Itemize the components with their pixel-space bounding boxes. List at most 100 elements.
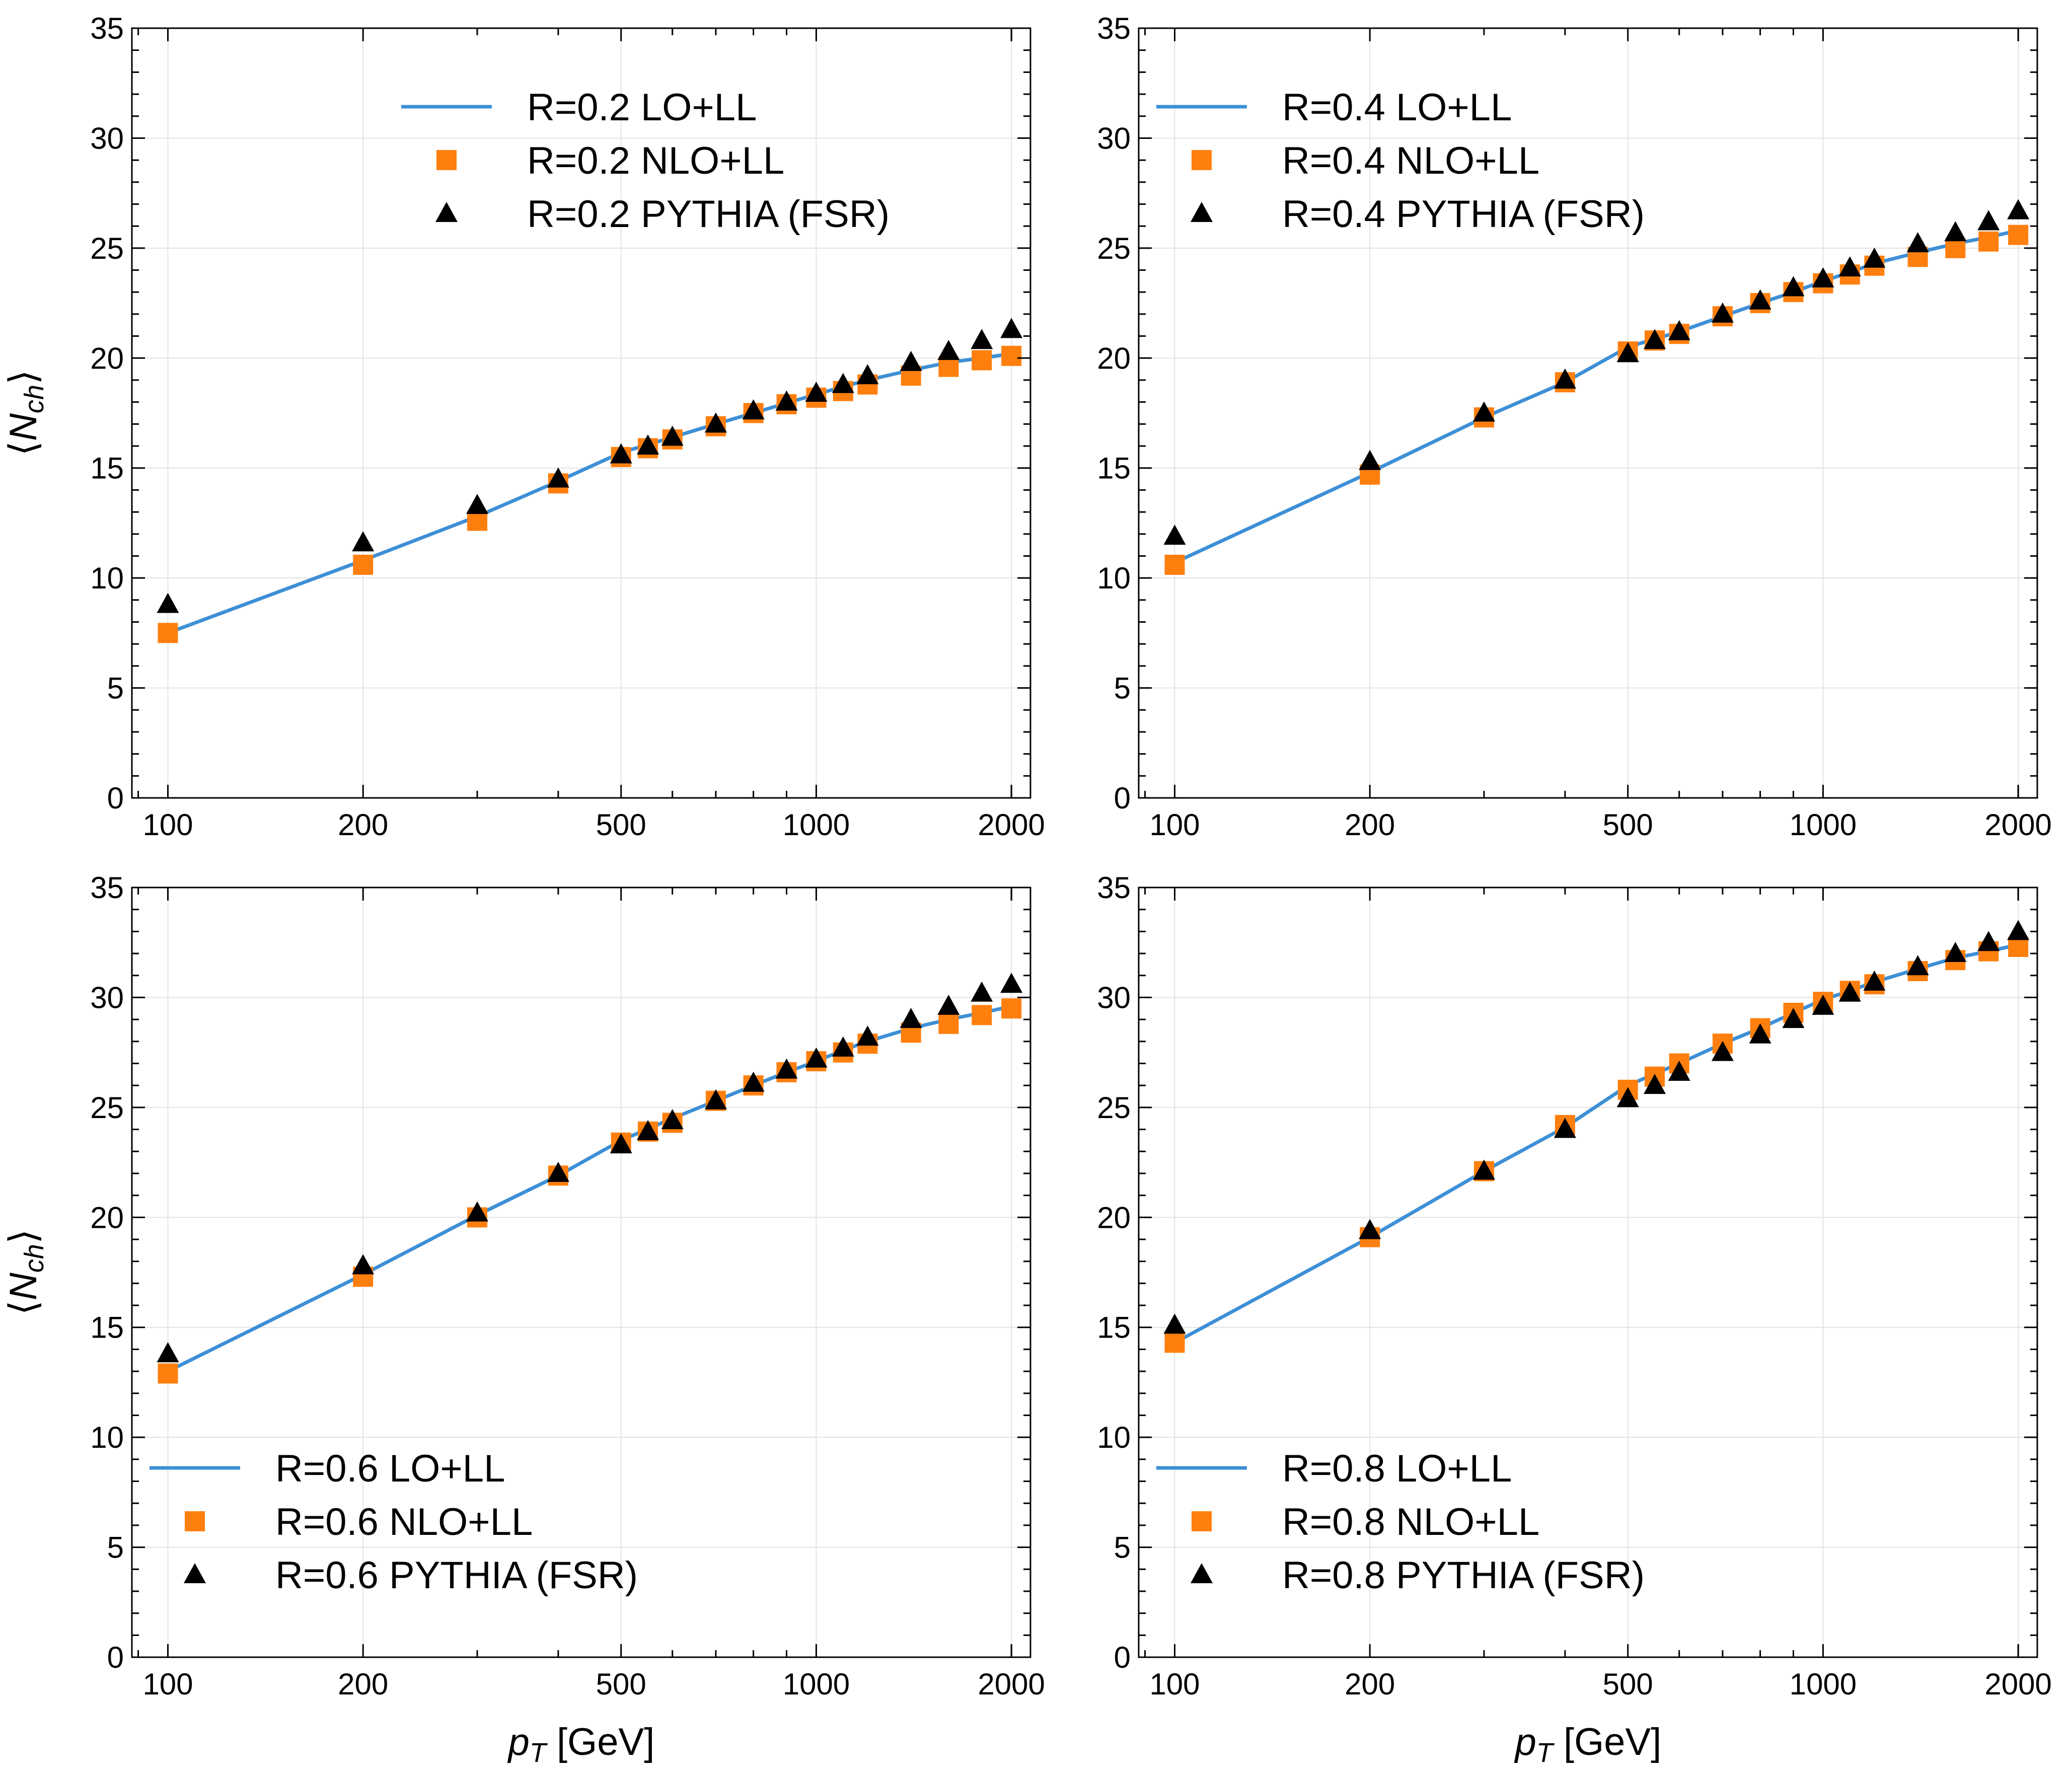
pythia-point-r08 [1473,1159,1496,1180]
legend-r04: R=0.4 LO+LL R=0.4 NLO+LL R=0.4 PYTHIA (FSR… [1156,86,1645,236]
nlo-ll-point-r02 [1001,345,1022,366]
pythia-point-r08 [1906,955,1929,976]
pythia-point-r06 [805,1047,828,1068]
lines-r06 [167,1004,1012,1373]
ticklabels-r04: 0 5 10 15 20 25 30 35 100 200 500 1000 2000 [1097,12,2052,842]
ytick-label-r08: 30 [1097,981,1131,1014]
nlo-ll-point-r04 [1164,554,1185,575]
pythia-point-r08 [1977,931,2000,951]
pythia-point-r02 [900,351,922,372]
lines-r04 [1174,229,2019,564]
xtick-label-r04: 100 [1149,808,1200,842]
legend-lo-ll-r02: R=0.2 LO+LL [401,86,757,129]
ticklabels-r08: 0 5 10 15 20 25 30 35 100 200 500 1000 2000 [1097,871,2052,1701]
markers-r02 [157,318,1023,643]
legend-lo-ll-r08: R=0.8 LO+LL [1156,1447,1512,1490]
pythia-point-r06 [742,1071,765,1092]
pythia-point-r06 [775,1058,798,1079]
ytick-label-r04: 35 [1097,12,1131,45]
nlo-ll-point-r02 [938,356,959,377]
ytick-label-r02: 20 [90,341,124,375]
pythia-point-r06 [352,1254,375,1275]
xtick-label-r06: 200 [338,1667,388,1701]
pythia-point-r04 [1553,368,1576,389]
pythia-point-r08 [1782,1008,1805,1028]
grid-r04 [1139,28,2037,798]
plot-frame-r06 [131,886,1031,1658]
legend-label: R=0.8 NLO+LL [1282,1501,1539,1543]
ytick-label-r04: 30 [1097,121,1131,155]
ytick-label-r06: 20 [90,1201,124,1234]
xtick-label-r02: 2000 [978,808,1045,842]
ytick-label-r08: 15 [1097,1311,1131,1345]
pythia-point-r08 [1944,942,1967,963]
ytick-label-r06: 5 [107,1531,124,1565]
pythia-point-r08 [1616,1087,1639,1107]
pythia-point-r06 [937,994,960,1015]
xtick-label-r04: 200 [1345,808,1395,842]
pythia-point-r08 [1863,970,1886,991]
pythia-point-r08 [1812,994,1834,1015]
pythia-point-r06 [971,981,993,1002]
pythia-point-r02 [805,382,828,402]
ytick-label-r02: 0 [107,781,124,815]
xtick-label-r06: 1000 [783,1667,850,1701]
pythia-point-r08 [1644,1074,1666,1094]
pythia-point-r04 [1977,210,2000,231]
ytick-label-r06: 10 [90,1421,124,1454]
legend-label: R=0.2 LO+LL [527,86,757,129]
ytick-label-r08: 25 [1097,1091,1131,1125]
nlo-ll-point-r02 [158,623,178,643]
nlo-ll-point-r06 [938,1013,959,1034]
legend-pythia-r02: R=0.2 PYTHIA (FSR) [435,193,890,236]
legend-pythia-r04: R=0.4 PYTHIA (FSR) [1191,193,1645,236]
pythia-point-r08 [1668,1060,1690,1081]
ytick-label-r02: 10 [90,561,124,595]
pythia-point-r02 [157,593,179,613]
ytick-label-r04: 0 [1114,781,1131,815]
ytick-label-r08: 20 [1097,1201,1131,1234]
ticks-r06 [132,886,1030,1658]
ytick-label-r08: 35 [1097,871,1131,905]
pythia-point-r08 [1553,1118,1576,1138]
ytick-label-r04: 25 [1097,232,1131,265]
pythia-point-r06 [832,1036,854,1057]
pythia-point-r04 [1163,525,1186,545]
xtick-label-r04: 500 [1603,808,1653,842]
legend-label: R=0.6 NLO+LL [275,1501,533,1543]
ytick-label-r06: 35 [90,871,124,905]
pythia-point-r02 [547,467,569,488]
pythia-point-r06 [637,1120,659,1140]
pythia-point-r02 [832,373,854,393]
legend-square-swatch [185,1511,205,1531]
ticklabels-r06: 0 5 10 15 20 25 30 35 100 200 500 1000 2000 [90,871,1045,1701]
pythia-point-r06 [1000,973,1023,993]
pythia-point-r06 [157,1342,179,1363]
lines-r08 [1173,943,2019,1345]
nlo-ll-point-r02 [972,350,992,371]
legend-square-swatch [436,150,457,170]
legend-label: R=0.2 NLO+LL [527,139,784,182]
pythia-point-r06 [547,1161,569,1182]
pythia-point-r04 [1711,302,1734,323]
legend-lo-ll-r06: R=0.6 LO+LL [150,1447,505,1490]
ytick-label-r04: 5 [1114,672,1131,705]
pythia-point-r04 [1749,289,1771,310]
y-axis-label-bottom: ⟨Nch⟩ [2,1229,49,1315]
pythia-point-r02 [610,443,632,464]
pythia-point-r06 [610,1133,632,1154]
ticks-r04 [1139,27,2037,799]
pythia-point-r02 [704,412,727,433]
pythia-point-r02 [937,340,960,360]
xtick-label-r02: 500 [596,808,646,842]
y-axis-label-top: ⟨Nch⟩ [2,369,49,456]
legend-pythia-r06: R=0.6 PYTHIA (FSR) [184,1554,638,1597]
pythia-point-r02 [775,390,798,411]
pythia-point-r06 [900,1008,922,1028]
grid-r08 [1139,887,2037,1658]
legend-nlo-ll-r06: R=0.6 NLO+LL [185,1501,533,1543]
nlo-ll-point-r04 [1945,238,1966,258]
plot-frame-r08 [1138,886,2038,1658]
ytick-label-r02: 15 [90,452,124,485]
